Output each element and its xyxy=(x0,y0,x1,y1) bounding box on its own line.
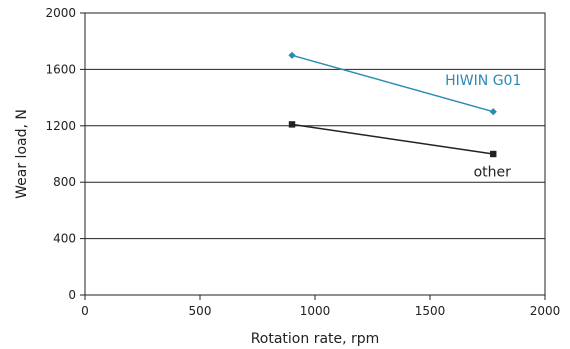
y-tick-label: 1200 xyxy=(45,119,76,133)
y-tick-label: 2000 xyxy=(45,6,76,20)
data-point xyxy=(490,150,497,158)
series-label: other xyxy=(474,165,512,181)
series-label: HIWIN G01 xyxy=(445,73,521,89)
series-line xyxy=(291,54,494,113)
data-point xyxy=(489,108,497,116)
y-tick-label: 400 xyxy=(53,232,76,246)
x-tick-label: 1500 xyxy=(415,304,446,318)
x-tick-label: 2000 xyxy=(530,304,561,318)
y-tick-label: 800 xyxy=(53,175,76,189)
series-1: other xyxy=(288,121,512,181)
x-tick-label: 1000 xyxy=(300,304,331,318)
series-layer: HIWIN G01 other xyxy=(288,51,521,181)
grid-lines xyxy=(85,68,545,240)
plot-area xyxy=(84,12,546,296)
x-tick-label: 500 xyxy=(189,304,212,318)
series-line xyxy=(291,123,494,155)
series-0: HIWIN G01 xyxy=(288,51,521,116)
y-axis-title: Wear load, N xyxy=(14,109,30,199)
y-tick-label: 0 xyxy=(68,288,76,302)
y-axis-ticks: 0 400 800 1200 1600 2000 xyxy=(45,6,85,302)
x-axis-title: Rotation rate, rpm xyxy=(251,331,380,347)
data-point xyxy=(288,51,296,59)
x-tick-label: 0 xyxy=(81,304,89,318)
x-axis-ticks: 0 500 1000 1500 2000 xyxy=(81,295,560,318)
data-point xyxy=(288,121,296,128)
y-tick-label: 1600 xyxy=(45,62,76,76)
